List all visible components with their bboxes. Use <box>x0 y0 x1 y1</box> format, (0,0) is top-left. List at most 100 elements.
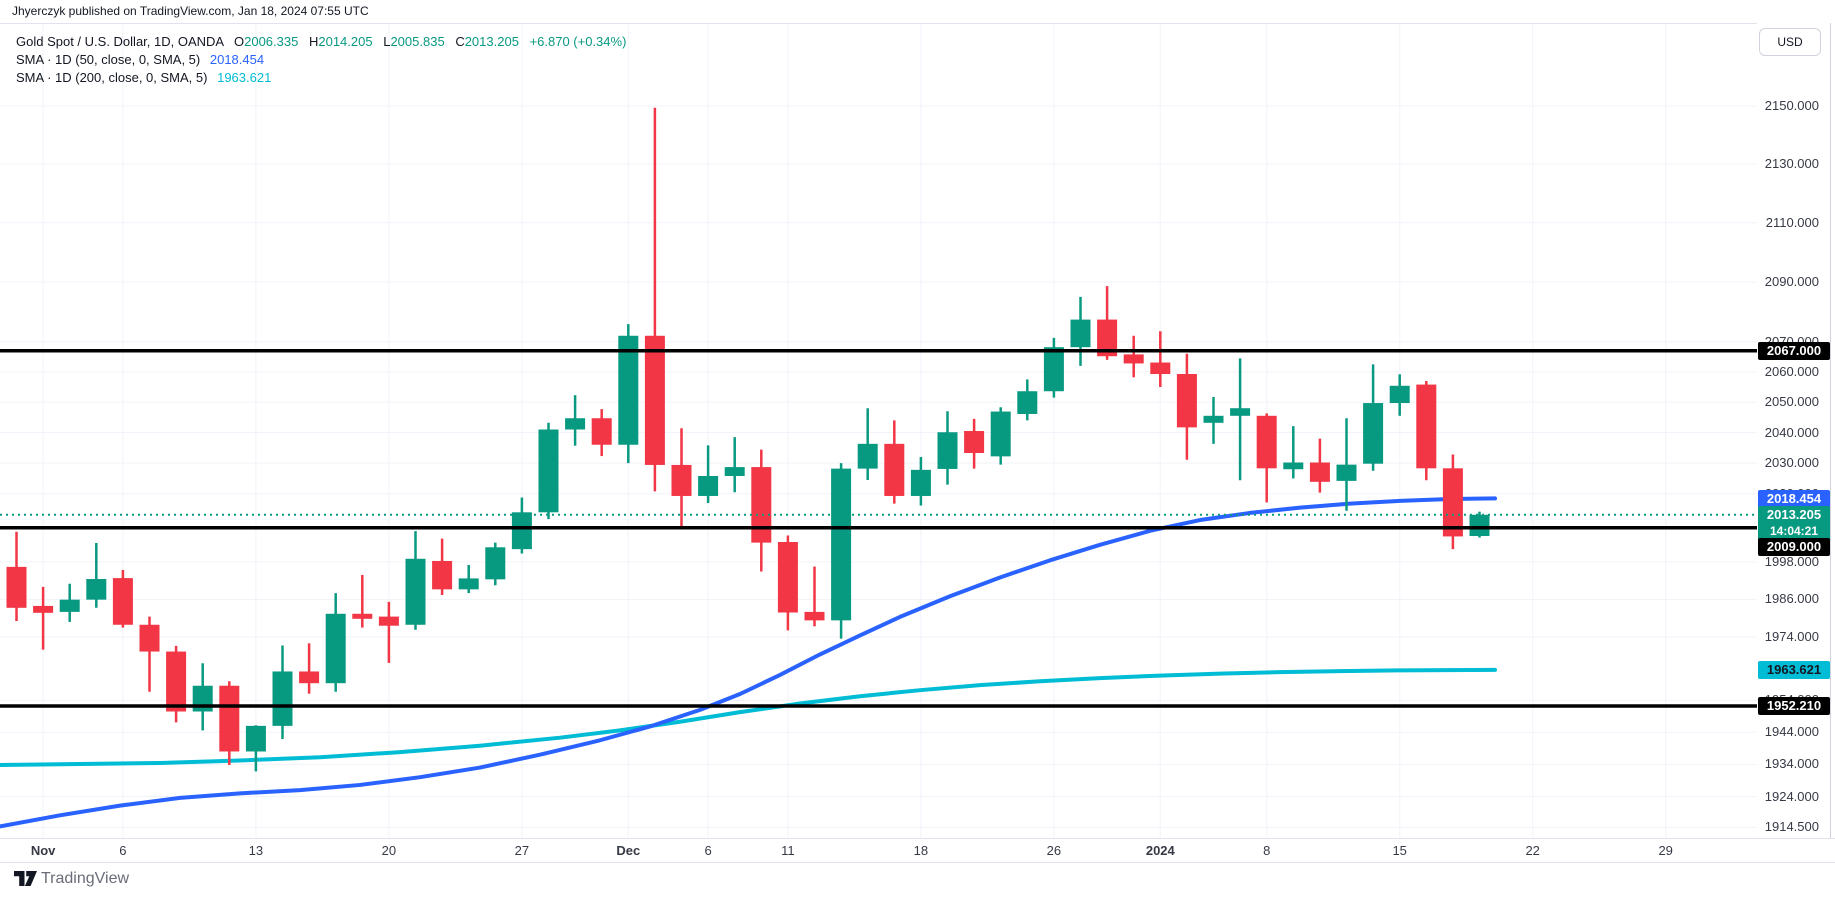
candle-nov-22[interactable] <box>432 538 453 595</box>
price-axis-label: 1934.000 <box>1764 756 1819 772</box>
candle-jan-5[interactable] <box>1230 358 1251 481</box>
price-axis-label: 2090.000 <box>1764 273 1819 289</box>
price-axis-label: 2040.000 <box>1764 424 1819 440</box>
candle-jan-2[interactable] <box>1150 331 1171 387</box>
candle-nov-14[interactable] <box>272 645 293 739</box>
price-axis-right-border <box>1830 23 1831 862</box>
time-axis-label-8: 8 <box>1263 843 1271 858</box>
time-axis-label-6: 6 <box>119 843 127 858</box>
candle-nov-7[interactable] <box>139 616 160 692</box>
price-badge-2013.205: 2013.205 14:04:21 <box>1758 505 1830 542</box>
candle-dec-29[interactable] <box>1123 335 1144 378</box>
candle-dec-19[interactable] <box>937 411 958 485</box>
candle-dec-5[interactable] <box>671 428 692 527</box>
candle-jan-3[interactable] <box>1176 353 1197 460</box>
price-axis-label: 2130.000 <box>1764 156 1819 172</box>
change-value: +6.870 (+0.34%) <box>529 34 627 49</box>
time-axis-label-2024: 2024 <box>1145 843 1175 858</box>
price-axis-label: 1914.500 <box>1764 819 1819 835</box>
candle-nov-8[interactable] <box>166 645 187 723</box>
open-label: O <box>233 34 245 49</box>
time-axis-top-border <box>0 838 1835 839</box>
candle-nov-30[interactable] <box>591 409 612 457</box>
candle-dec-18[interactable] <box>910 456 931 506</box>
candle-dec-12[interactable] <box>804 566 825 627</box>
chart-legend: Gold Spot / U.S. Dollar, 1D, OANDA O2006… <box>16 33 626 87</box>
time-axis-label-15: 15 <box>1392 843 1407 858</box>
candle-dec-13[interactable] <box>831 463 852 639</box>
price-axis[interactable]: USD 2150.0002130.0002110.0002090.0002070… <box>1757 23 1835 838</box>
candle-dec-27[interactable] <box>1070 296 1091 366</box>
candle-nov-6[interactable] <box>112 569 133 628</box>
close-value: 2013.205 <box>464 34 519 49</box>
candle-jan-18[interactable] <box>1469 511 1490 538</box>
candle-nov-27[interactable] <box>511 497 532 554</box>
candle-dec-20[interactable] <box>964 418 985 469</box>
price-axis-label: 1944.000 <box>1764 724 1819 740</box>
candle-jan-10[interactable] <box>1309 438 1330 493</box>
price-axis-label: 2030.000 <box>1764 455 1819 471</box>
candle-jan-17[interactable] <box>1442 454 1463 550</box>
candle-dec-15[interactable] <box>884 420 905 504</box>
candle-jan-11[interactable] <box>1336 418 1357 511</box>
candle-jan-16[interactable] <box>1416 380 1437 481</box>
candle-nov-13[interactable] <box>245 725 266 772</box>
legend-sma200-row[interactable]: SMA · 1D (200, close, 0, SMA, 5) 1963.62… <box>16 69 626 87</box>
close-label: C <box>455 34 465 49</box>
candle-nov-17[interactable] <box>352 574 373 628</box>
candle-dec-11[interactable] <box>777 535 798 631</box>
candle-dec-7[interactable] <box>724 437 745 493</box>
candle-jan-15[interactable] <box>1389 374 1410 416</box>
attribution-text: Jhyerczyk published on TradingView.com, … <box>12 4 369 18</box>
footer-bar: TradingView <box>0 863 1835 901</box>
candle-nov-20[interactable] <box>378 601 399 663</box>
time-axis[interactable]: Nov 6 13 20 27 Dec 6 11 18 26 2024 8 15 22 29 <box>0 839 1835 862</box>
candle-nov-1[interactable] <box>33 586 54 650</box>
tradingview-logo-icon[interactable] <box>14 871 38 887</box>
price-badge-2067.000: 2067.000 <box>1758 341 1830 360</box>
candle-dec-1[interactable] <box>618 324 639 464</box>
candle-nov-10[interactable] <box>219 681 240 765</box>
sma50-label: SMA · 1D (50, close, 0, SMA, 5) <box>16 52 201 67</box>
high-label: H <box>308 34 319 49</box>
candle-dec-28[interactable] <box>1097 286 1118 360</box>
candle-jan-9[interactable] <box>1283 426 1304 479</box>
price-axis-label: 2150.000 <box>1764 98 1819 113</box>
candle-dec-14[interactable] <box>857 408 878 480</box>
candle-dec-4[interactable] <box>644 107 665 492</box>
candle-dec-6[interactable] <box>698 445 719 504</box>
candle-nov-2[interactable] <box>59 583 80 622</box>
candle-oct-31[interactable] <box>6 531 27 621</box>
time-axis-label-20: 20 <box>381 843 397 858</box>
candle-nov-23[interactable] <box>458 565 479 594</box>
time-axis-label-6: 6 <box>704 843 712 858</box>
candle-nov-9[interactable] <box>192 663 213 731</box>
candle-nov-21[interactable] <box>405 531 426 630</box>
tradingview-brand-text[interactable]: TradingView <box>41 870 130 887</box>
candle-jan-4[interactable] <box>1203 396 1224 444</box>
candle-jan-8[interactable] <box>1256 413 1277 503</box>
attribution-bar: Jhyerczyk published on TradingView.com, … <box>0 0 1835 23</box>
candle-nov-24[interactable] <box>485 542 506 586</box>
candle-nov-28[interactable] <box>538 422 559 520</box>
sma200-value: 1963.621 <box>217 70 272 85</box>
candle-nov-15[interactable] <box>299 643 320 694</box>
sma-50-line <box>0 496 1497 829</box>
candle-nov-16[interactable] <box>325 593 346 692</box>
price-axis-label: 2060.000 <box>1764 363 1819 379</box>
legend-sma50-row[interactable]: SMA · 1D (50, close, 0, SMA, 5) 2018.454 <box>16 51 626 69</box>
candle-dec-26[interactable] <box>1043 337 1064 398</box>
price-axis-label: 1974.000 <box>1764 629 1819 645</box>
candle-nov-29[interactable] <box>565 395 586 446</box>
legend-symbol-row[interactable]: Gold Spot / U.S. Dollar, 1D, OANDA O2006… <box>16 33 626 51</box>
currency-button[interactable]: USD <box>1759 28 1821 56</box>
high-value: 2014.205 <box>318 34 373 49</box>
candle-dec-22[interactable] <box>1017 379 1038 421</box>
candle-nov-3[interactable] <box>86 542 107 608</box>
candle-dec-21[interactable] <box>990 407 1011 465</box>
price-badge-2018.454: 2018.454 <box>1758 489 1830 508</box>
candle-dec-8[interactable] <box>751 449 772 572</box>
candle-jan-12[interactable] <box>1363 364 1384 471</box>
open-value: 2006.335 <box>244 34 299 49</box>
